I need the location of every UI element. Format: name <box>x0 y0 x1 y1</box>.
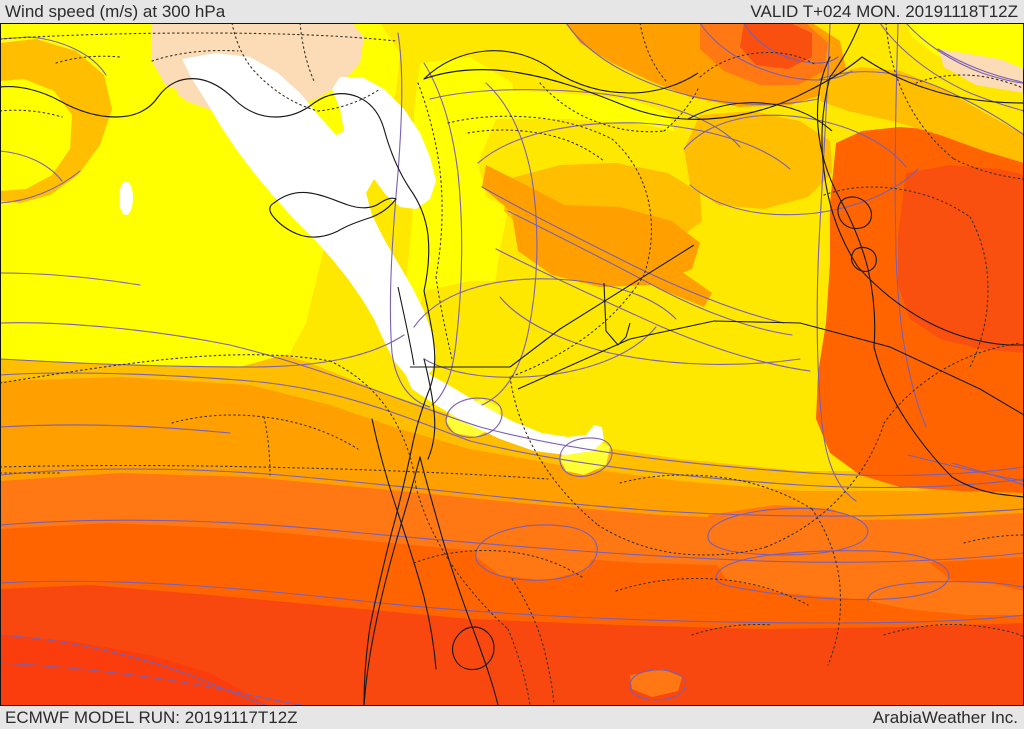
model-run-label: ECMWF MODEL RUN: 20191117T12Z <box>5 708 298 727</box>
page-title: Wind speed (m/s) at 300 hPa <box>5 2 226 21</box>
weather-map-canvas[interactable] <box>0 23 1024 706</box>
footer-bar: ECMWF MODEL RUN: 20191117T12Z ArabiaWeat… <box>0 706 1024 729</box>
arabian-high-speed-lobes <box>476 505 1024 697</box>
northern-bands <box>566 23 1024 163</box>
iran-high-speed-region <box>816 127 1024 493</box>
wind-speed-fill-bands <box>0 323 1024 706</box>
international-borders <box>0 23 1024 706</box>
wind-speed-contour-lines <box>0 23 1024 706</box>
solid-national-borders <box>397 23 1024 416</box>
header-bar: Wind speed (m/s) at 300 hPa VALID T+024 … <box>0 0 1024 23</box>
mediterranean-minimum-band <box>119 53 604 455</box>
aegean-bands <box>0 39 112 203</box>
valid-time-label: VALID T+024 MON. 20191118T12Z <box>750 2 1018 21</box>
wind-speed-contour-map <box>0 23 1024 706</box>
coastlines <box>0 56 1024 706</box>
attribution-label: ArabiaWeather Inc. <box>872 708 1018 727</box>
